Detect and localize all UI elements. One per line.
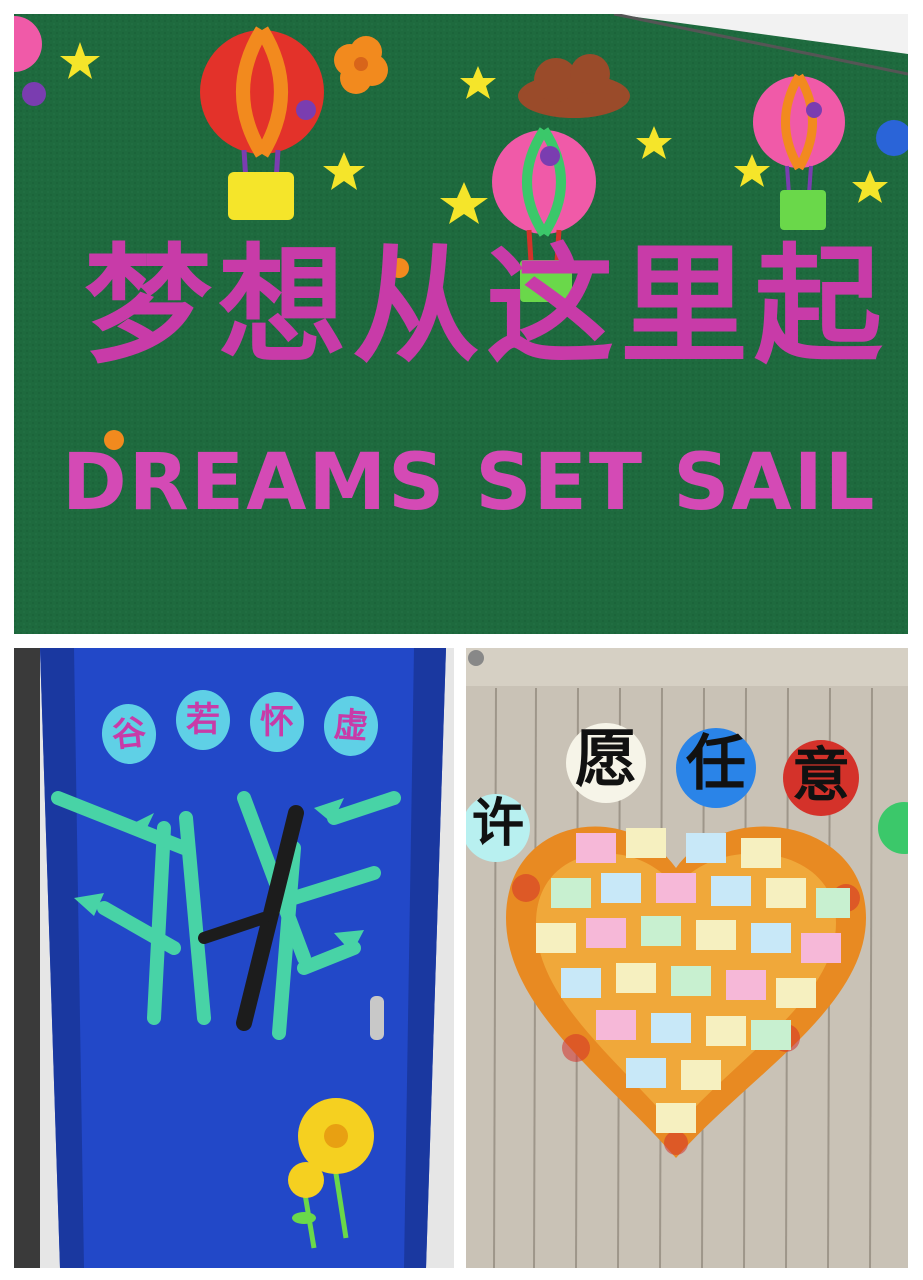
wish-title-char: 愿 xyxy=(574,722,637,795)
hot-air-balloon-icon xyxy=(492,127,596,302)
bulletin-board-background xyxy=(14,14,908,634)
wish-wall-photo: 许 愿 任 意 xyxy=(466,648,908,1268)
board-heading-chinese: 梦想从这里起 xyxy=(84,231,889,381)
wish-title-char: 任 xyxy=(686,729,746,799)
board-heading-english: DREAMS SET SAIL xyxy=(62,438,877,528)
bulletin-board-photo: 梦想从这里起 DREAMS SET SAIL xyxy=(14,14,908,634)
wish-title-char: 许 xyxy=(471,793,524,854)
wish-wall-background xyxy=(466,648,908,1268)
star-icon xyxy=(60,42,888,224)
flower-icon xyxy=(22,36,409,450)
blue-door-background xyxy=(14,648,454,1268)
wish-notes xyxy=(536,828,850,1133)
door-title: 谷 若 怀 虚 xyxy=(99,690,402,770)
hot-air-balloon-icon xyxy=(200,26,324,220)
cloud-icon xyxy=(518,54,630,118)
bamboo-icon xyxy=(51,791,401,1040)
title-badge: 谷 xyxy=(99,701,159,767)
blue-door-photo: 谷 若 怀 虚 xyxy=(14,648,454,1268)
title-badge: 若 xyxy=(176,690,230,750)
hot-air-balloon-icon xyxy=(753,73,845,230)
title-badge: 怀 xyxy=(250,692,304,752)
flower-icon xyxy=(288,1098,374,1249)
wish-title-char: 意 xyxy=(791,741,850,809)
title-badge: 虚 xyxy=(321,694,381,758)
